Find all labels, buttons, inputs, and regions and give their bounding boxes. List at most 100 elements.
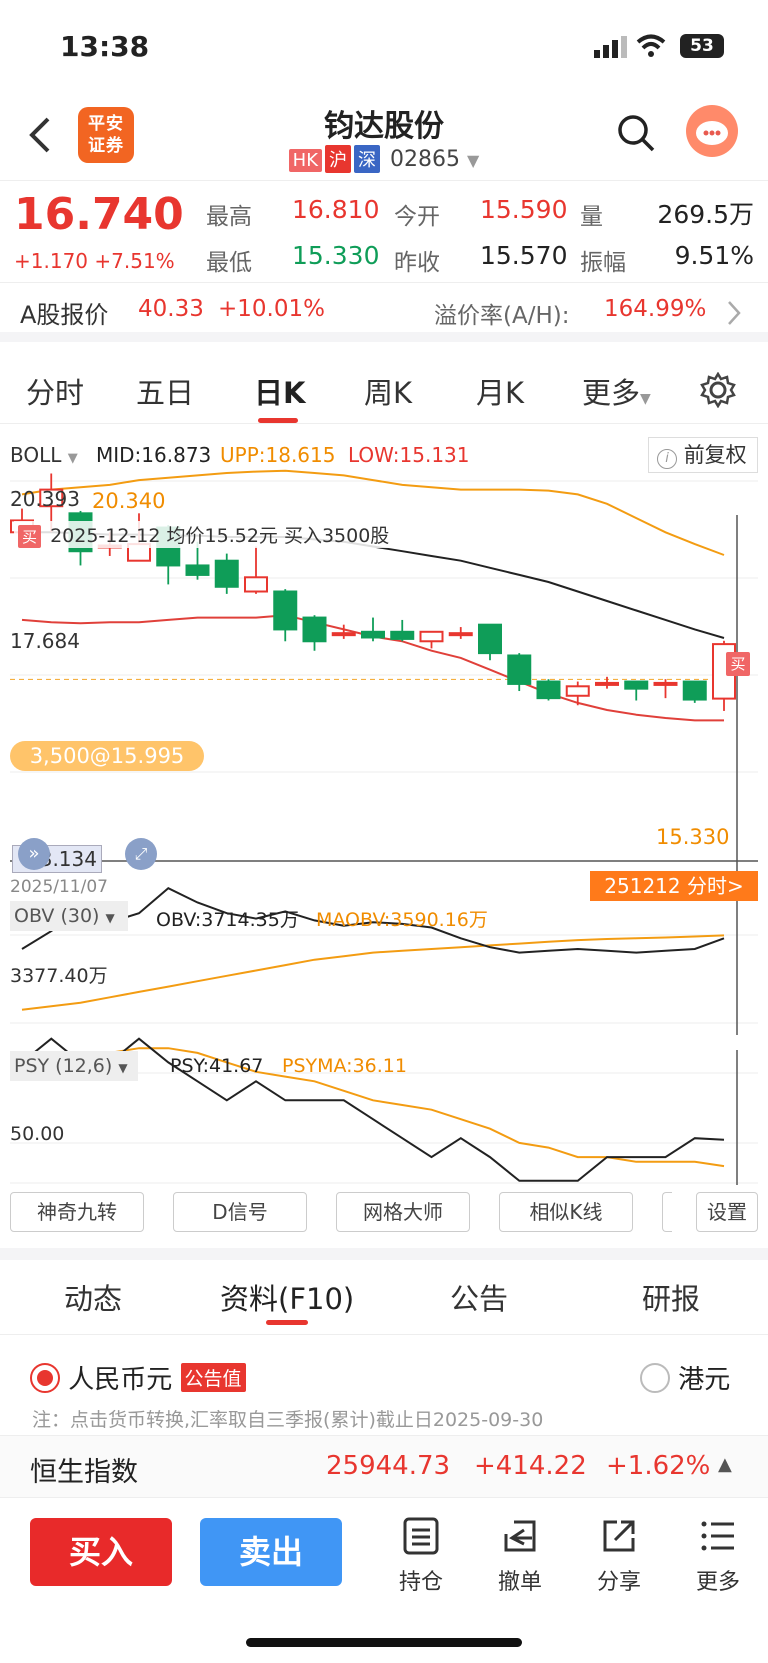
status-bar: 13:38 53 bbox=[0, 0, 768, 95]
radio-unchecked-icon bbox=[640, 1362, 670, 1393]
premium-value: 164.99% bbox=[604, 296, 707, 322]
position-tag[interactable]: 3,500@15.995 bbox=[10, 741, 204, 771]
tab-announcements[interactable]: 公告 bbox=[450, 1282, 509, 1316]
cancel-order-button[interactable]: 撤单 bbox=[485, 1516, 555, 1596]
currency-note: 注：点击货币转换,汇率取自三季报(累计)截止日2025-09-30 bbox=[32, 1409, 544, 1431]
radio-checked-icon bbox=[30, 1362, 60, 1393]
low-value: 15.330 bbox=[292, 241, 380, 270]
boll-mid: MID:16.873 bbox=[96, 443, 212, 467]
hkd-radio[interactable]: 港元 bbox=[640, 1359, 730, 1396]
kline-chart[interactable]: BOLL ▼ MID:16.873 UPP:18.615 LOW:15.131 … bbox=[0, 425, 768, 1245]
obv-name: OBV (30) bbox=[14, 905, 100, 927]
boll-low: LOW:15.131 bbox=[348, 443, 470, 467]
hkd-label: 港元 bbox=[678, 1365, 731, 1395]
buy-tag-right[interactable]: 买 bbox=[726, 652, 750, 676]
maobv-value: MAOBV:3590.16万 bbox=[316, 909, 488, 931]
obv-axis: 3377.40万 bbox=[10, 965, 108, 987]
adjust-label: 前复权 bbox=[683, 443, 747, 467]
assistant-avatar[interactable] bbox=[686, 105, 738, 157]
currency-panel: 人民币元 公告值 港元 注：点击货币转换,汇率取自三季报(累计)截止日2025-… bbox=[0, 1335, 768, 1435]
a-share-quote-row[interactable]: A股报价 40.33 +10.01% 溢价率(A/H): 164.99% bbox=[0, 282, 768, 342]
fullscreen-icon[interactable]: ⤢ bbox=[125, 838, 157, 870]
chevron-down-icon: ▼ bbox=[640, 391, 651, 407]
magic-nine-button[interactable]: 神奇九转 bbox=[10, 1192, 144, 1232]
announcement-tag: 公告值 bbox=[180, 1363, 246, 1392]
psy-line bbox=[21, 1037, 725, 1182]
search-icon[interactable] bbox=[616, 113, 656, 153]
obv-select[interactable]: OBV (30) ▼ bbox=[10, 901, 128, 931]
d-signal-button[interactable]: D信号 bbox=[173, 1192, 307, 1232]
indicator-select[interactable]: BOLL ▼ bbox=[10, 443, 78, 467]
index-name: 恒生指数 bbox=[30, 1457, 138, 1488]
sell-button[interactable]: 卖出 bbox=[200, 1518, 342, 1586]
market-badge-sh: 沪 bbox=[325, 145, 352, 173]
back-icon[interactable] bbox=[26, 115, 52, 155]
high-value: 16.810 bbox=[292, 195, 380, 224]
tab-more[interactable]: 更多▼ bbox=[582, 370, 651, 412]
a-share-pct: +10.01% bbox=[218, 296, 325, 322]
tab-weekly-k[interactable]: 周K bbox=[364, 376, 413, 410]
clock: 13:38 bbox=[60, 30, 150, 63]
expand-left-icon[interactable]: » bbox=[18, 838, 50, 870]
candle-body bbox=[361, 630, 385, 639]
stock-code-row[interactable]: HK 沪深 02865 ▼ bbox=[0, 145, 768, 173]
stock-code: 02865 bbox=[390, 147, 461, 172]
separator bbox=[0, 1248, 768, 1260]
active-subtab-indicator bbox=[266, 1320, 308, 1325]
tab-research[interactable]: 研报 bbox=[642, 1282, 701, 1316]
tools-settings-button[interactable]: 设置 bbox=[696, 1192, 758, 1232]
tab-news[interactable]: 动态 bbox=[64, 1282, 123, 1316]
trade-note: 买 2025-12-12 均价15.52元 买入3500股 bbox=[14, 521, 394, 548]
market-badge-hk: HK bbox=[288, 149, 323, 172]
positions-button[interactable]: 持仓 bbox=[386, 1516, 456, 1596]
index-ticker[interactable]: 恒生指数 25944.73 +414.22 +1.62% ▲ bbox=[0, 1435, 768, 1497]
active-tab-indicator bbox=[258, 418, 298, 423]
trade-note-text: 2025-12-12 均价15.52元 买入3500股 bbox=[50, 525, 390, 547]
battery-level: 53 bbox=[690, 36, 714, 56]
tab-monthly-k[interactable]: 月K bbox=[476, 376, 525, 410]
chevron-down-icon: ▼ bbox=[467, 151, 480, 170]
more-button[interactable]: 更多 bbox=[683, 1516, 753, 1596]
tab-intraday[interactable]: 分时 bbox=[26, 376, 85, 410]
share-button[interactable]: 分享 bbox=[584, 1516, 654, 1596]
candle-body bbox=[682, 680, 707, 701]
psy-select[interactable]: PSY (12,6) ▼ bbox=[10, 1051, 138, 1081]
y-axis-top: 20.393 bbox=[10, 487, 80, 511]
change-pct: +7.51% bbox=[94, 249, 175, 273]
home-indicator bbox=[246, 1638, 522, 1647]
maobv-line bbox=[21, 934, 725, 1011]
obv-value: OBV:3714.35万 bbox=[156, 909, 299, 931]
date-tag-button[interactable]: 251212 分时> bbox=[590, 871, 758, 901]
price-change: +1.170 +7.51% bbox=[14, 249, 175, 273]
chevron-down-icon: ▼ bbox=[118, 1061, 128, 1075]
premium-label: 溢价率(A/H): bbox=[434, 303, 570, 329]
similar-kline-button[interactable]: 相似K线 bbox=[499, 1192, 633, 1232]
tab-f10[interactable]: 资料(F10) bbox=[220, 1282, 355, 1316]
settings-gear-icon[interactable] bbox=[700, 372, 736, 408]
chevron-up-icon[interactable]: ▲ bbox=[718, 1454, 732, 1475]
chevron-down-icon: ▼ bbox=[67, 451, 78, 466]
wifi-icon bbox=[636, 34, 666, 57]
cancel-order-label: 撤单 bbox=[497, 1570, 542, 1595]
tab-daily-k[interactable]: 日K bbox=[254, 376, 306, 410]
bottom-action-bar: 买入 卖出 持仓 撤单 分享 更多 bbox=[0, 1497, 768, 1663]
candle-body bbox=[624, 680, 649, 690]
volume-value: 269.5万 bbox=[657, 200, 754, 229]
share-label: 分享 bbox=[596, 1570, 641, 1595]
stock-name: 钧达股份 bbox=[324, 109, 444, 144]
buy-button[interactable]: 买入 bbox=[30, 1518, 172, 1586]
chart-grid bbox=[10, 480, 758, 1185]
market-badge-sz: 深 bbox=[354, 145, 381, 173]
rmb-radio[interactable]: 人民币元 公告值 bbox=[30, 1359, 249, 1396]
adjust-button[interactable]: i 前复权 bbox=[648, 437, 758, 473]
high-label: 最高 bbox=[206, 204, 252, 230]
grid-master-button[interactable]: 网格大师 bbox=[336, 1192, 470, 1232]
tab-five-day[interactable]: 五日 bbox=[136, 376, 195, 410]
more-label: 更多 bbox=[695, 1570, 740, 1595]
chevron-down-icon: ▼ bbox=[105, 911, 115, 925]
index-value: 25944.73 bbox=[326, 1451, 451, 1481]
buy-marker: 买 bbox=[18, 525, 42, 548]
a-share-label: A股报价 bbox=[20, 301, 109, 329]
tab-more-label: 更多 bbox=[582, 376, 641, 410]
rmb-label: 人民币元 bbox=[68, 1365, 173, 1395]
